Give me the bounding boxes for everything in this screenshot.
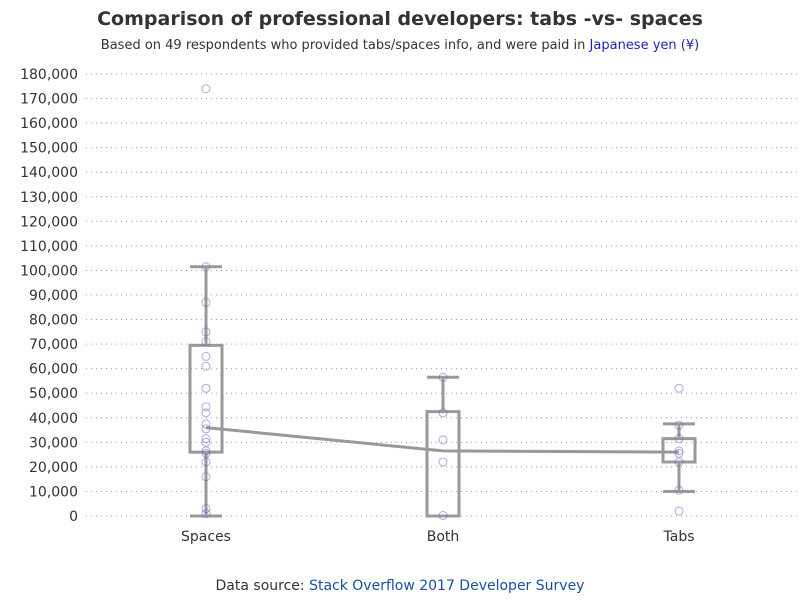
- y-tick-label: 70,000: [29, 337, 78, 353]
- y-tick-label: 130,000: [20, 190, 78, 206]
- y-tick-label: 100,000: [20, 263, 78, 279]
- data-point: [201, 327, 211, 337]
- box-both: [425, 375, 461, 518]
- data-point: [201, 262, 211, 272]
- data-point: [438, 511, 448, 521]
- chart-subtitle: Based on 49 respondents who provided tab…: [0, 38, 800, 53]
- y-tick-label: 180,000: [20, 67, 78, 83]
- data-point: [201, 472, 211, 482]
- subtitle-text: Based on 49 respondents who provided tab…: [100, 38, 586, 53]
- y-tick-label: 10,000: [29, 484, 78, 500]
- data-point: [438, 435, 448, 445]
- data-point: [201, 408, 211, 418]
- data-points: [201, 84, 684, 521]
- y-tick-label: 40,000: [29, 411, 78, 427]
- y-tick-label: 150,000: [20, 141, 78, 157]
- box-plots: [188, 265, 697, 518]
- median-connector: [205, 426, 680, 454]
- currency-link[interactable]: Japanese yen (¥): [589, 38, 700, 53]
- data-point: [201, 383, 211, 393]
- data-point: [201, 504, 211, 514]
- data-point: [201, 361, 211, 371]
- interquartile-box: [661, 437, 697, 464]
- footer: Data source: Stack Overflow 2017 Develop…: [0, 578, 800, 594]
- interquartile-box: [188, 343, 224, 454]
- data-point: [201, 509, 211, 519]
- data-point: [674, 448, 684, 458]
- y-tick-label: 80,000: [29, 313, 78, 329]
- data-point: [201, 351, 211, 361]
- y-tick-label: 0: [69, 509, 78, 525]
- data-point: [201, 424, 211, 434]
- x-tick-label: Both: [427, 529, 460, 545]
- x-tick-label: Spaces: [181, 529, 231, 545]
- footer-text: Data source:: [215, 578, 305, 594]
- data-point: [201, 448, 211, 458]
- data-point: [201, 337, 211, 347]
- data-point: [201, 84, 211, 94]
- data-point: [674, 420, 684, 430]
- y-tick-label: 110,000: [20, 239, 78, 255]
- data-point: [201, 297, 211, 307]
- y-tick-label: 20,000: [29, 460, 78, 476]
- y-tick-label: 160,000: [20, 116, 78, 132]
- y-tick-label: 60,000: [29, 362, 78, 378]
- data-source-link[interactable]: Stack Overflow 2017 Developer Survey: [309, 578, 585, 594]
- interquartile-box: [425, 410, 461, 518]
- data-point: [201, 446, 211, 456]
- data-point: [674, 506, 684, 516]
- data-point: [438, 372, 448, 382]
- y-tick-label: 140,000: [20, 165, 78, 181]
- y-tick-label: 30,000: [29, 435, 78, 451]
- median-line: [205, 426, 680, 454]
- data-point: [201, 434, 211, 444]
- y-tick-label: 120,000: [20, 214, 78, 230]
- y-tick-label: 50,000: [29, 386, 78, 402]
- data-point: [674, 434, 684, 444]
- data-point: [674, 457, 684, 467]
- data-point: [201, 419, 211, 429]
- data-point: [674, 383, 684, 393]
- data-point: [674, 446, 684, 456]
- x-axis-tick-labels: Spaces Both Tabs: [181, 529, 694, 545]
- data-point: [438, 408, 448, 418]
- y-tick-label: 90,000: [29, 288, 78, 304]
- data-point: [201, 437, 211, 447]
- data-point: [201, 402, 211, 412]
- chart-title: Comparison of professional developers: t…: [97, 8, 703, 30]
- y-axis-tick-labels: 0 10,000 20,000 30,000 40,000 50,000 60,000 70,…: [20, 67, 78, 525]
- x-tick-label: Tabs: [663, 529, 695, 545]
- data-point: [201, 457, 211, 467]
- data-point: [674, 485, 684, 495]
- y-tick-label: 170,000: [20, 92, 78, 108]
- box-spaces: [188, 265, 224, 518]
- data-point: [438, 457, 448, 467]
